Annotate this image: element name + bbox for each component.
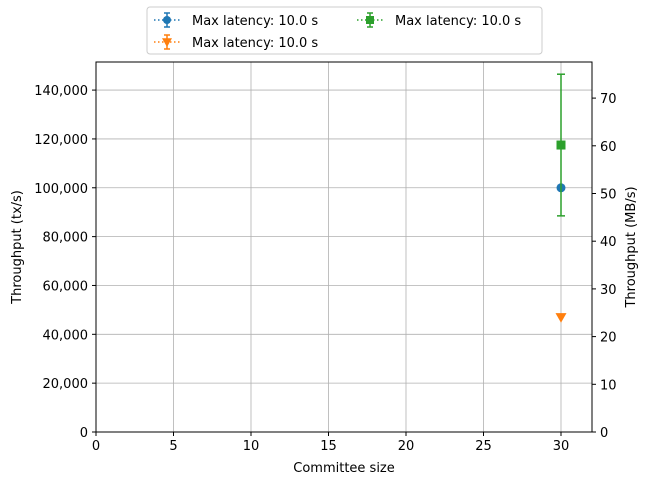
- x-tick-label: 0: [92, 439, 100, 454]
- legend-2-label: Max latency: 10.0 s: [395, 14, 521, 29]
- x-tick-label: 5: [169, 439, 177, 454]
- x-tick-label: 10: [243, 439, 260, 454]
- y2-axis-ticks: 0 10 20 30 40 50 60 70: [592, 92, 617, 441]
- legend-0-marker: [163, 16, 171, 24]
- y2-tick-label: 0: [600, 426, 608, 441]
- x-tick-label: 30: [553, 439, 570, 454]
- x-tick-label: 20: [398, 439, 415, 454]
- y-tick-label: 120,000: [34, 133, 88, 148]
- y2-tick-label: 20: [600, 331, 617, 346]
- y-tick-label: 40,000: [43, 328, 89, 343]
- data-marks: [555, 73, 567, 323]
- y-axis-ticks: 0 20,000 40,000 60,000 80,000 100,000 120,000 1…: [34, 84, 96, 441]
- x-axis-ticks: 0 5 10 15 20 25 30: [92, 432, 569, 454]
- y-tick-label: 20,000: [43, 377, 89, 392]
- series-2-point: [556, 140, 566, 150]
- y2-tick-label: 10: [600, 378, 617, 393]
- x-tick-label: 15: [320, 439, 337, 454]
- y-axis-label: Throughput (tx/s): [10, 190, 25, 305]
- y2-axis-label: Throughput (MB/s): [624, 186, 639, 308]
- y2-tick-label: 70: [600, 92, 617, 107]
- y2-tick-label: 40: [600, 235, 617, 250]
- legend: Max latency: 10.0 s Max latency: 10.0 s Ma…: [146, 6, 543, 55]
- legend-frame: [146, 6, 543, 55]
- y2-tick-label: 50: [600, 187, 617, 202]
- y2-tick-label: 30: [600, 283, 617, 298]
- legend-1-label: Max latency: 10.0 s: [192, 36, 318, 51]
- y-tick-label: 0: [80, 426, 88, 441]
- x-axis-label: Committee size: [293, 461, 395, 476]
- x-tick-label: 25: [475, 439, 492, 454]
- y-tick-label: 80,000: [43, 231, 89, 246]
- legend-0-label: Max latency: 10.0 s: [192, 14, 318, 29]
- series-1-point: [555, 313, 567, 323]
- y-tick-label: 100,000: [34, 182, 88, 197]
- legend-2-marker: [366, 16, 374, 24]
- y2-tick-label: 60: [600, 140, 617, 155]
- y-tick-label: 60,000: [43, 279, 89, 294]
- y-tick-label: 140,000: [34, 84, 88, 99]
- legend-1-marker: [162, 38, 172, 47]
- grid-lines: [95, 62, 592, 433]
- plot-frame: [95, 61, 593, 433]
